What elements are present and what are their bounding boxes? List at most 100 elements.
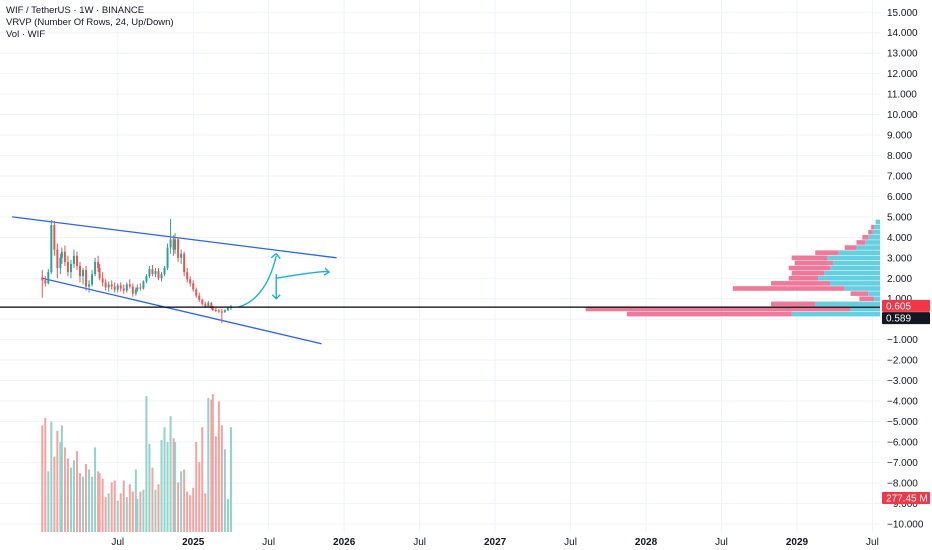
volume-bar [97,471,100,532]
volume-bar [75,451,78,532]
vrvp-row-down [871,224,875,230]
candle-body [110,284,113,287]
candle-body [204,303,207,307]
candle-body [210,302,213,308]
vrvp-row-up [838,250,880,256]
candle-body [134,289,137,294]
volume-bar [217,401,220,532]
candle-body [122,288,125,291]
axis-badges: 0.605 0.589 277.45 M [882,299,930,505]
candle-body [189,279,192,284]
chart-legend: WIF / TetherUS · 1W · BINANCE VRVP (Numb… [6,5,174,41]
volume-bar [59,441,62,532]
volume-bar [60,425,63,532]
time-axis[interactable]: Jul 2025 Jul 2026 Jul 2027 Jul 2028 Jul 2029 Jul [111,537,879,548]
candle-body [44,280,47,284]
volume-bar [134,469,137,532]
vrvp-row-up [865,240,880,245]
price-axis[interactable]: 15.000 14.000 13.000 12.000 11.000 10.000 9.00… [887,8,924,531]
vrvp-row-down [788,275,819,281]
current-price-badge-text: 0.605 [886,301,911,312]
y-tick-label: 10.000 [887,110,918,121]
y-tick-label: 4.000 [887,233,912,244]
volume-bar [63,447,66,532]
arrow-annotation[interactable] [238,252,331,308]
y-tick-label: −7.000 [887,458,918,469]
volume-bar [85,463,88,532]
vrvp-row-down [850,291,869,296]
volume-bar [122,480,125,532]
volume-indicator-label[interactable]: Vol · WIF [6,29,46,40]
vrvp-indicator-label[interactable]: VRVP (Number Of Rows, 24, Up/Down) [6,17,174,28]
y-tick-label: −8.000 [887,478,918,489]
x-tick-label: Jul [715,537,728,548]
trend-channel[interactable] [11,216,337,345]
candle-body [151,269,154,275]
vrvp-row-up [874,296,880,302]
vrvp-row-up [868,235,880,240]
x-tick-label: Jul [564,537,577,548]
candle-body [169,239,172,248]
annotation-down-arrowhead [271,294,281,300]
candle-body [145,276,148,282]
candle-body [157,271,160,279]
candle-body [174,239,177,250]
volume-bar [157,484,160,532]
candle-body [107,284,110,288]
y-tick-label: 8.000 [887,151,912,162]
trendline-lower [42,277,322,345]
candle-body [82,270,85,277]
candle-body [94,261,97,275]
candle-body [66,261,69,273]
vrvp-row-up [818,275,880,281]
volume-bar [50,421,53,532]
candle-body [97,261,100,269]
volume-bar [53,456,56,532]
symbol-title[interactable]: WIF / TetherUS · 1W · BINANCE [6,5,145,16]
candle-body [201,299,204,304]
x-tick-year-label: 2027 [484,537,507,548]
y-tick-label: 15.000 [887,8,918,19]
y-tick-label: 11.000 [887,90,917,101]
volume-bar [79,473,81,532]
volume-bar [98,473,101,532]
volume-bar [180,471,183,532]
candle-body [139,287,142,289]
candle-body [214,309,217,311]
vrvp-row-down [732,286,845,291]
volume-bar [66,458,69,532]
candle-body [72,255,75,264]
candle-body [41,277,44,281]
current-price-badge-bg [882,299,930,312]
candle-body [177,239,180,258]
volume-badge-text: 277.45 M [886,494,928,505]
volume-bar [142,489,145,532]
volume-bar [186,491,189,532]
volume-bar [136,498,139,532]
vrvp-row-down [859,296,875,302]
candle-body [172,239,175,250]
vrvp-row-up [791,311,880,317]
candle-body [198,295,201,300]
candle-body [223,310,226,312]
candle-body [180,253,183,258]
vrvp-row-down [771,301,816,307]
volume-bar [174,441,177,532]
candle-body [192,283,195,290]
candle-body [226,307,229,311]
x-tick-year-label: 2029 [786,537,809,548]
candle-body [98,268,101,279]
vrvp-row-up [856,245,880,250]
candle-body [195,289,198,296]
vrvp-row-down [844,245,857,250]
x-tick-label: Jul [413,537,426,548]
y-tick-label: 14.000 [887,28,918,39]
volume-bar [128,484,131,532]
candle-body [166,247,169,269]
vrvp-row-up [850,306,880,312]
y-tick-label: −6.000 [887,437,918,448]
candle-body [148,269,151,277]
volume-bar [151,467,154,532]
volume-bar [94,447,97,532]
